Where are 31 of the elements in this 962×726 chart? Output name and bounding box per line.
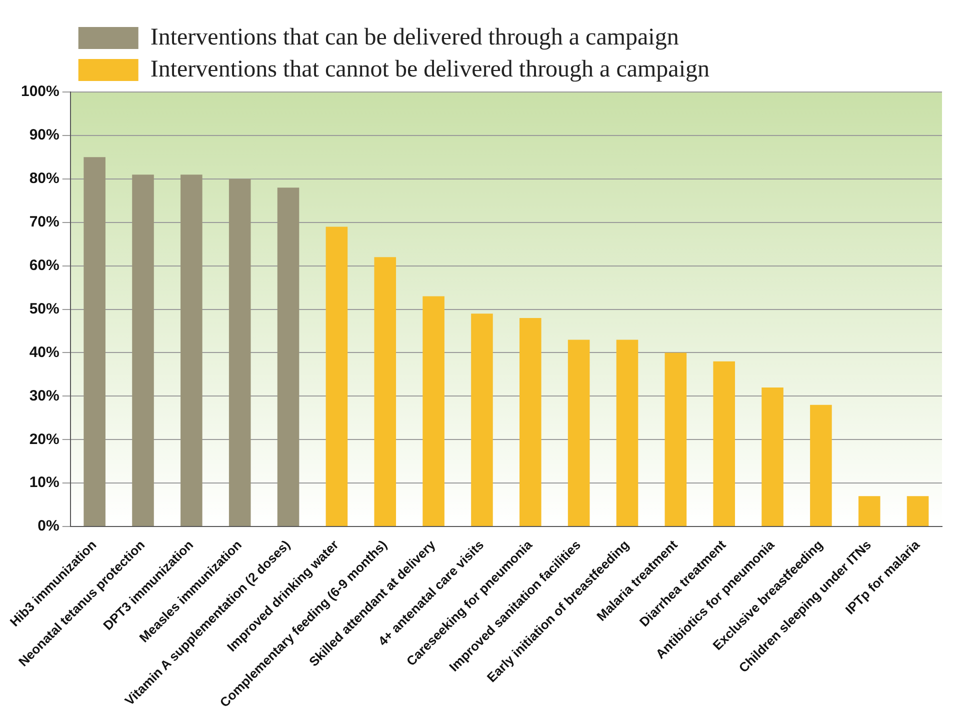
bar xyxy=(471,314,493,526)
bar xyxy=(664,352,687,526)
bar xyxy=(906,496,929,526)
bar xyxy=(277,188,300,526)
bar xyxy=(326,226,348,526)
bar xyxy=(713,361,735,526)
bar xyxy=(810,404,832,526)
y-tick-label: 30% xyxy=(29,387,60,404)
bar xyxy=(616,340,638,526)
y-tick-label: 10% xyxy=(29,474,60,492)
bar xyxy=(132,174,154,526)
y-tick-label: 80% xyxy=(29,170,60,188)
bar xyxy=(858,496,880,526)
y-tick-label: 40% xyxy=(29,344,60,361)
y-tick-label: 70% xyxy=(29,214,60,231)
bar xyxy=(374,257,396,526)
legend-label: Interventions that cannot be delivered through a campaign xyxy=(150,56,710,82)
y-tick-label: 20% xyxy=(29,430,60,448)
y-tick-label: 50% xyxy=(29,300,60,318)
bar xyxy=(762,387,784,526)
y-tick-label: 60% xyxy=(29,256,60,274)
bar xyxy=(84,157,106,526)
bar xyxy=(568,340,590,526)
bar xyxy=(180,174,202,526)
bar xyxy=(520,318,542,526)
bar xyxy=(228,178,251,526)
y-tick-label: 0% xyxy=(38,518,60,535)
y-tick-label: 90% xyxy=(29,126,60,144)
legend-label: Interventions that can be delivered through a campaign xyxy=(150,24,679,50)
bar xyxy=(422,296,444,526)
y-tick-label: 100% xyxy=(20,83,60,100)
